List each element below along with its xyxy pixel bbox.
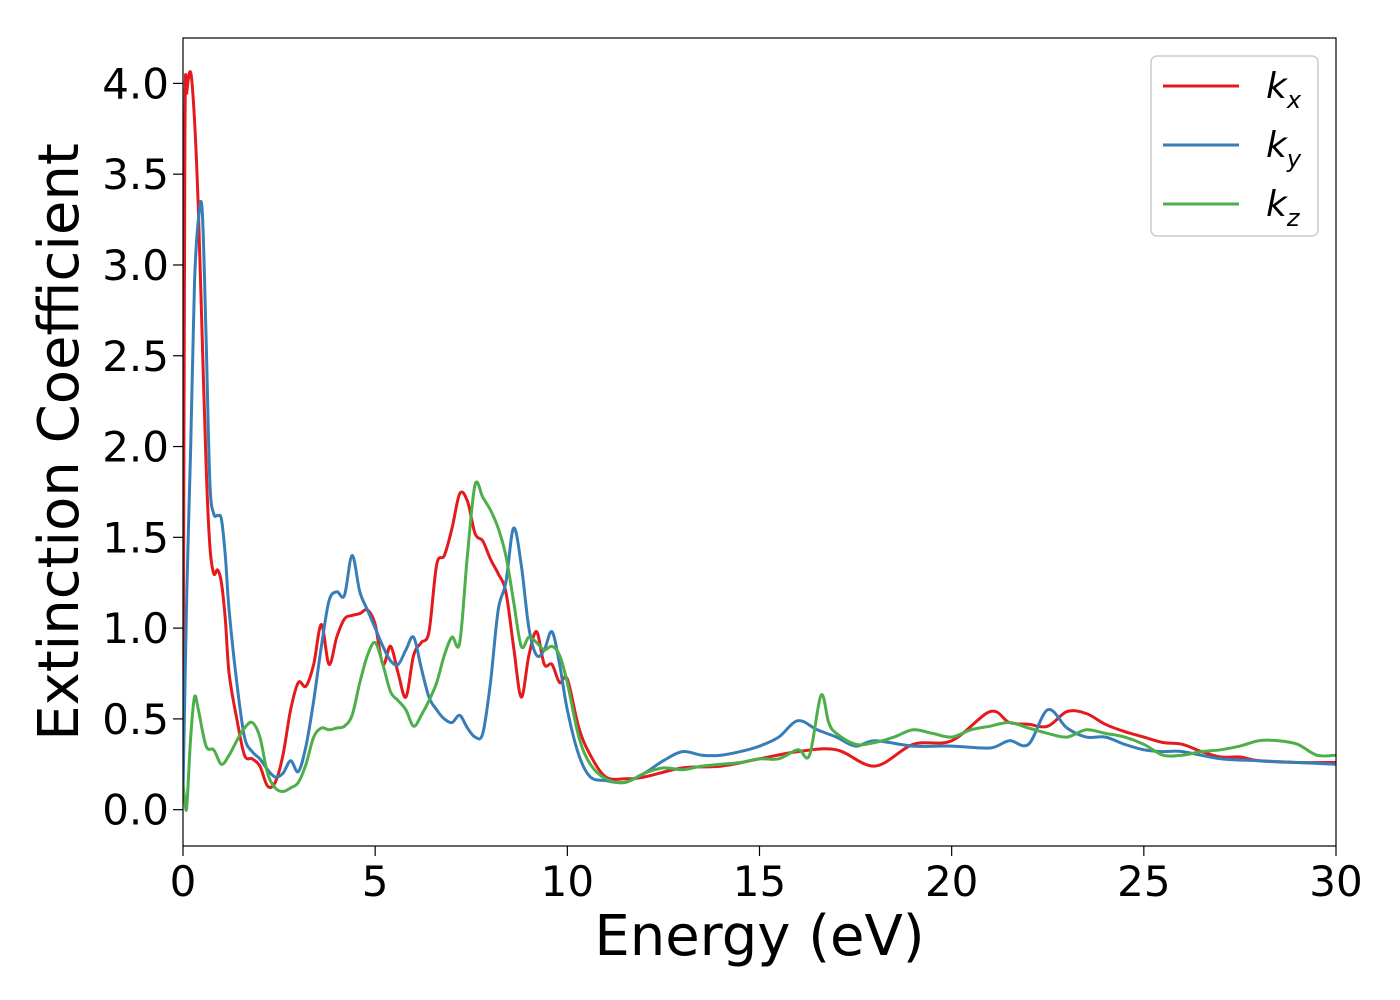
legend-label-x: kx [1266,66,1302,114]
y-tick-label: 2.5 [102,332,169,381]
x-tick-label: 0 [170,857,197,906]
x-tick-label: 10 [541,857,594,906]
y-tick-label: 3.5 [102,150,169,199]
series-line-y [183,200,1336,792]
y-axis-ticks: 0.0 0.5 1.0 1.5 2.0 2.5 3.0 3.5 4.0 [102,59,183,835]
x-tick-label: 25 [1117,857,1170,906]
y-tick-label: 2.0 [102,423,169,472]
y-axis-label: Extinction Coefficient [27,143,92,741]
series-layer [183,70,1336,812]
x-tick-label: 5 [362,857,389,906]
legend-label-y: ky [1266,125,1302,173]
legend: kx ky kz [1150,55,1319,237]
y-tick-label: 1.0 [102,604,169,653]
x-axis-label: Energy (eV) [594,904,924,969]
y-tick-label: 0.0 [102,786,169,835]
legend-label-z: kz [1266,184,1301,232]
x-tick-label: 20 [925,857,978,906]
x-tick-label: 30 [1309,857,1362,906]
y-tick-label: 4.0 [102,59,169,108]
y-tick-label: 3.0 [102,241,169,290]
series-line-z [183,480,1336,812]
y-tick-label: 1.5 [102,513,169,562]
x-tick-label: 15 [733,857,786,906]
x-axis-ticks: 0 5 10 15 20 25 30 [170,846,1363,906]
y-tick-label: 0.5 [102,695,169,744]
